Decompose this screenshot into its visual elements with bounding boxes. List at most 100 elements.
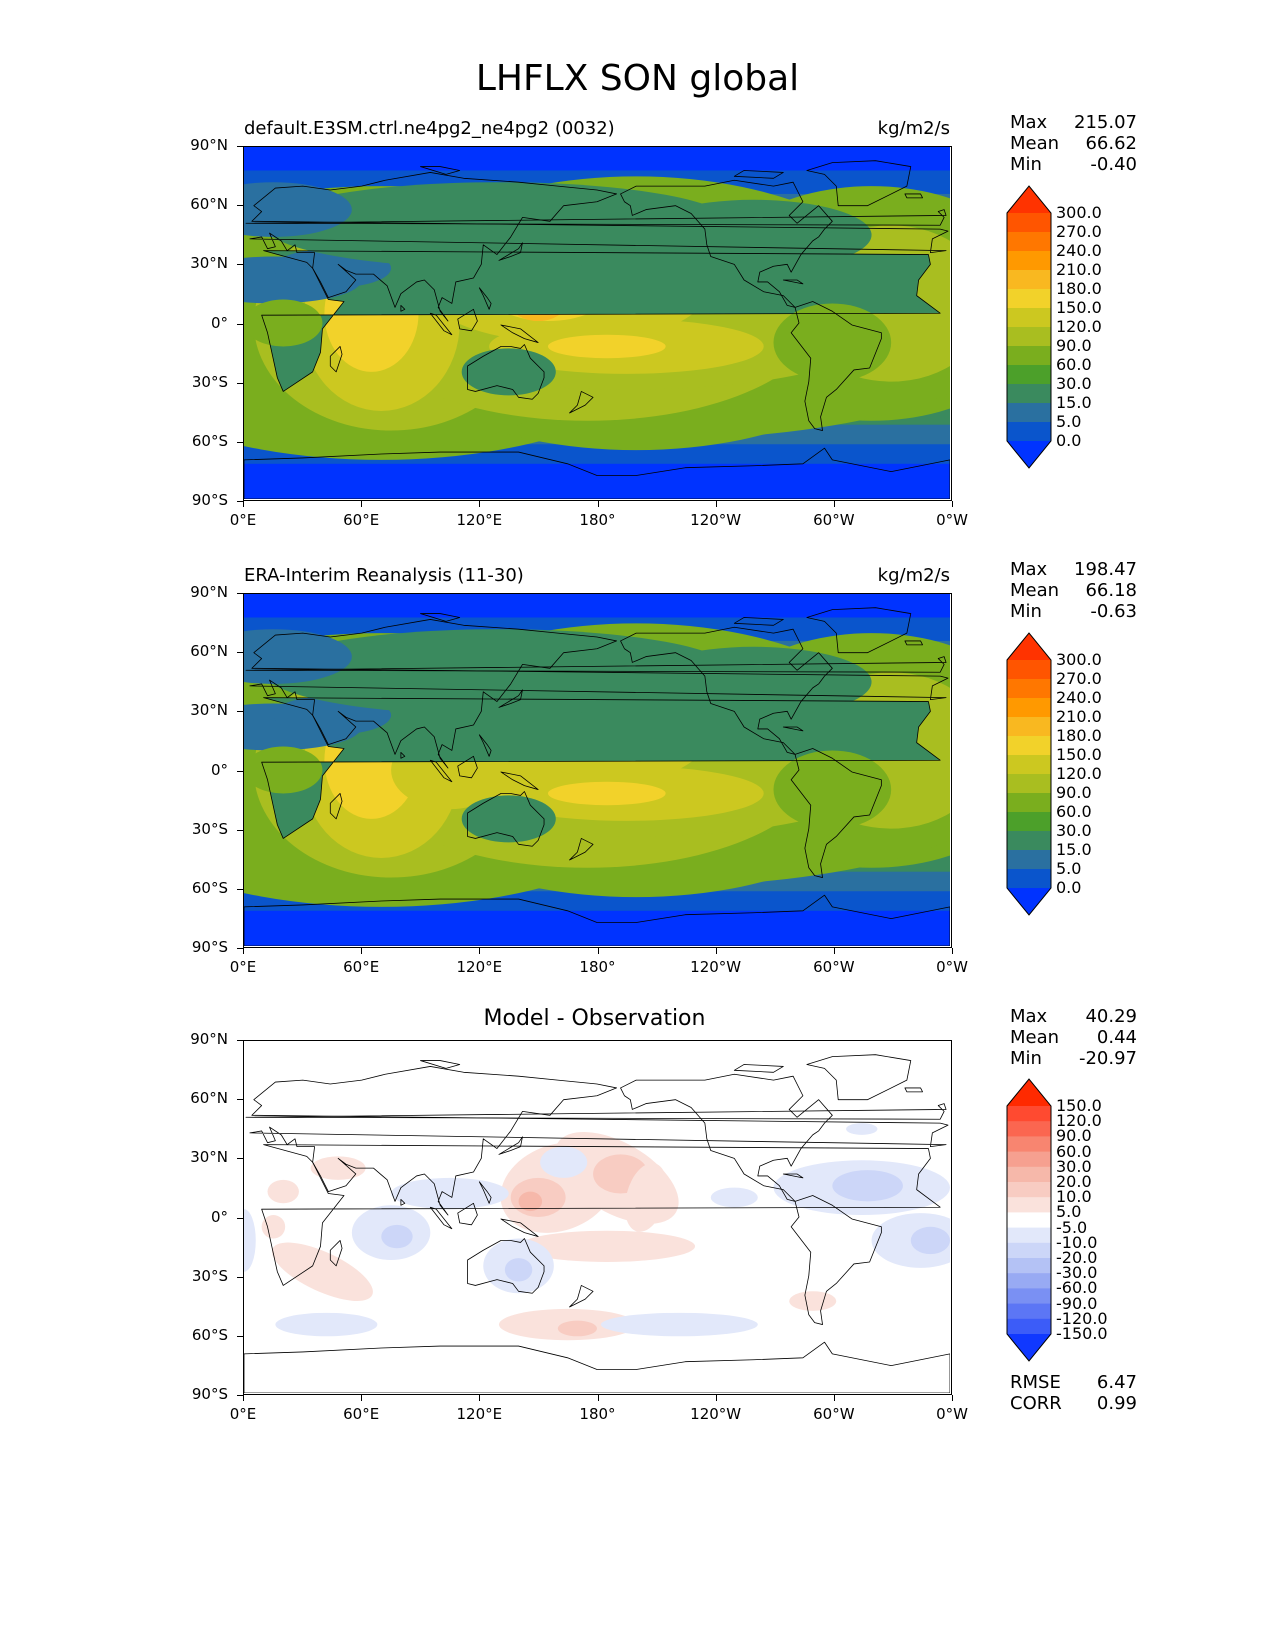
coastline [790, 748, 882, 878]
lat-tick-mark [237, 652, 243, 654]
lon-tick-mark [243, 501, 244, 507]
coastline [245, 656, 947, 673]
coastline [498, 242, 523, 261]
colorbar-bar [1006, 632, 1052, 916]
lon-tick-mark [715, 501, 717, 507]
panel-units: kg/m2/s [877, 565, 950, 586]
coastline [498, 689, 523, 708]
lon-tick-label: 120°E [456, 511, 503, 529]
colorbar-segment [1007, 1288, 1051, 1305]
colorbar-tick-label: 0.0 [1056, 878, 1082, 897]
stat-label: Min [1010, 154, 1042, 175]
colorbar-extend-min [1007, 888, 1051, 915]
coastline [620, 626, 833, 755]
colorbar-segment [1007, 1182, 1051, 1198]
stat-label: CORR [1010, 1393, 1062, 1414]
stat-label: Max [1010, 559, 1048, 580]
colorbar-segment [1007, 327, 1051, 347]
contour-region [832, 1170, 903, 1202]
coastline [498, 1136, 523, 1155]
coastline [467, 1238, 545, 1294]
lat-tick-label: 90°N [190, 136, 228, 154]
coastline [245, 1103, 947, 1120]
contour-region [267, 1179, 299, 1204]
coastline [400, 304, 406, 312]
colorbar-tick-label: 15.0 [1056, 840, 1092, 859]
contour-region [391, 1177, 509, 1210]
coastline [244, 1341, 950, 1393]
land-africa [261, 697, 941, 839]
contour-region [518, 1230, 696, 1262]
lon-tick-label: 0°E [229, 958, 257, 976]
colorbar-segment [1007, 679, 1051, 699]
colorbar-tick-label: 60.0 [1056, 802, 1092, 821]
colorbar-segment [1007, 1227, 1051, 1244]
colorbar-extend-min [1007, 1334, 1051, 1361]
lon-tick-mark [243, 1395, 244, 1401]
coastline [782, 279, 804, 285]
colorbar-segment [1007, 270, 1051, 290]
lon-tick-mark [243, 948, 244, 954]
lon-tick-label: 60°W [813, 958, 855, 976]
colorbar-tick-label: 150.0 [1056, 1096, 1102, 1115]
coastline [904, 193, 923, 199]
stat-row: Mean 0.44 [1010, 1027, 1137, 1049]
stat-label: RMSE [1010, 1372, 1061, 1393]
colorbar-tick-label: 120.0 [1056, 764, 1102, 783]
colorbar-tick-label: -30.0 [1056, 1263, 1098, 1283]
contour-region [846, 1123, 878, 1135]
colorbar-segment [1007, 1136, 1051, 1153]
lat-band [244, 910, 950, 946]
coastline [620, 179, 833, 308]
coastline [420, 166, 461, 175]
lat-tick-label: 60°N [190, 1089, 228, 1108]
lon-tick-mark [952, 948, 953, 954]
colorbar-extend-max [1007, 186, 1051, 213]
colorbar-tick-label: 10.0 [1056, 1187, 1092, 1207]
colorbar-segment [1007, 213, 1051, 233]
stat-label: Mean [1010, 133, 1060, 154]
stat-row: Max 40.29 [1010, 1006, 1137, 1028]
contour-region [557, 1320, 597, 1337]
map-plot [243, 593, 952, 948]
contour-region [310, 1156, 366, 1180]
stat-row: Mean 66.62 [1010, 133, 1137, 155]
stat-value: 6.47 [1096, 1372, 1137, 1393]
contour-region [263, 629, 735, 716]
coastline [400, 751, 406, 759]
coastline [249, 1066, 949, 1216]
coastline [329, 793, 343, 820]
lon-tick-mark [952, 1395, 953, 1401]
contour-region [504, 1258, 533, 1282]
stat-value: 198.47 [1074, 559, 1137, 580]
panel-title-left: ERA-Interim Reanalysis (11-30) [244, 565, 524, 586]
coastline [569, 1285, 594, 1308]
map-background [244, 1041, 950, 1393]
coastline [500, 1218, 539, 1237]
lat-tick-mark [237, 1099, 243, 1101]
colorbar-segment [1007, 384, 1051, 404]
stat-label: Mean [1010, 580, 1060, 601]
stat-value: 66.18 [1085, 580, 1137, 601]
coastline [467, 344, 545, 400]
contour-region [789, 1291, 837, 1311]
contour-region [636, 646, 872, 718]
coastline [329, 346, 343, 373]
map-plot [243, 146, 952, 501]
colorbar-bar [1006, 185, 1052, 469]
panel-title-left: default.E3SM.ctrl.ne4pg2_ne4pg2 (0032) [244, 118, 615, 139]
stat-label: Mean [1010, 1027, 1060, 1048]
lat-tick-mark [237, 888, 243, 890]
colorbar-tick-label: 240.0 [1056, 241, 1102, 260]
colorbar-tick-label: 210.0 [1056, 260, 1102, 279]
coastline [806, 1054, 912, 1101]
lat-tick-mark [237, 323, 243, 325]
lat-tick-label: 30°N [190, 701, 228, 720]
colorbar-tick-label: 30.0 [1056, 374, 1092, 393]
lon-tick-mark [361, 948, 363, 954]
lat-tick-mark [237, 1040, 243, 1041]
colorbar-tick-label: 270.0 [1056, 669, 1102, 688]
colorbar-tick-label: -10.0 [1056, 1232, 1098, 1252]
lat-tick-mark [237, 1217, 243, 1219]
colorbar-segment [1007, 869, 1051, 889]
